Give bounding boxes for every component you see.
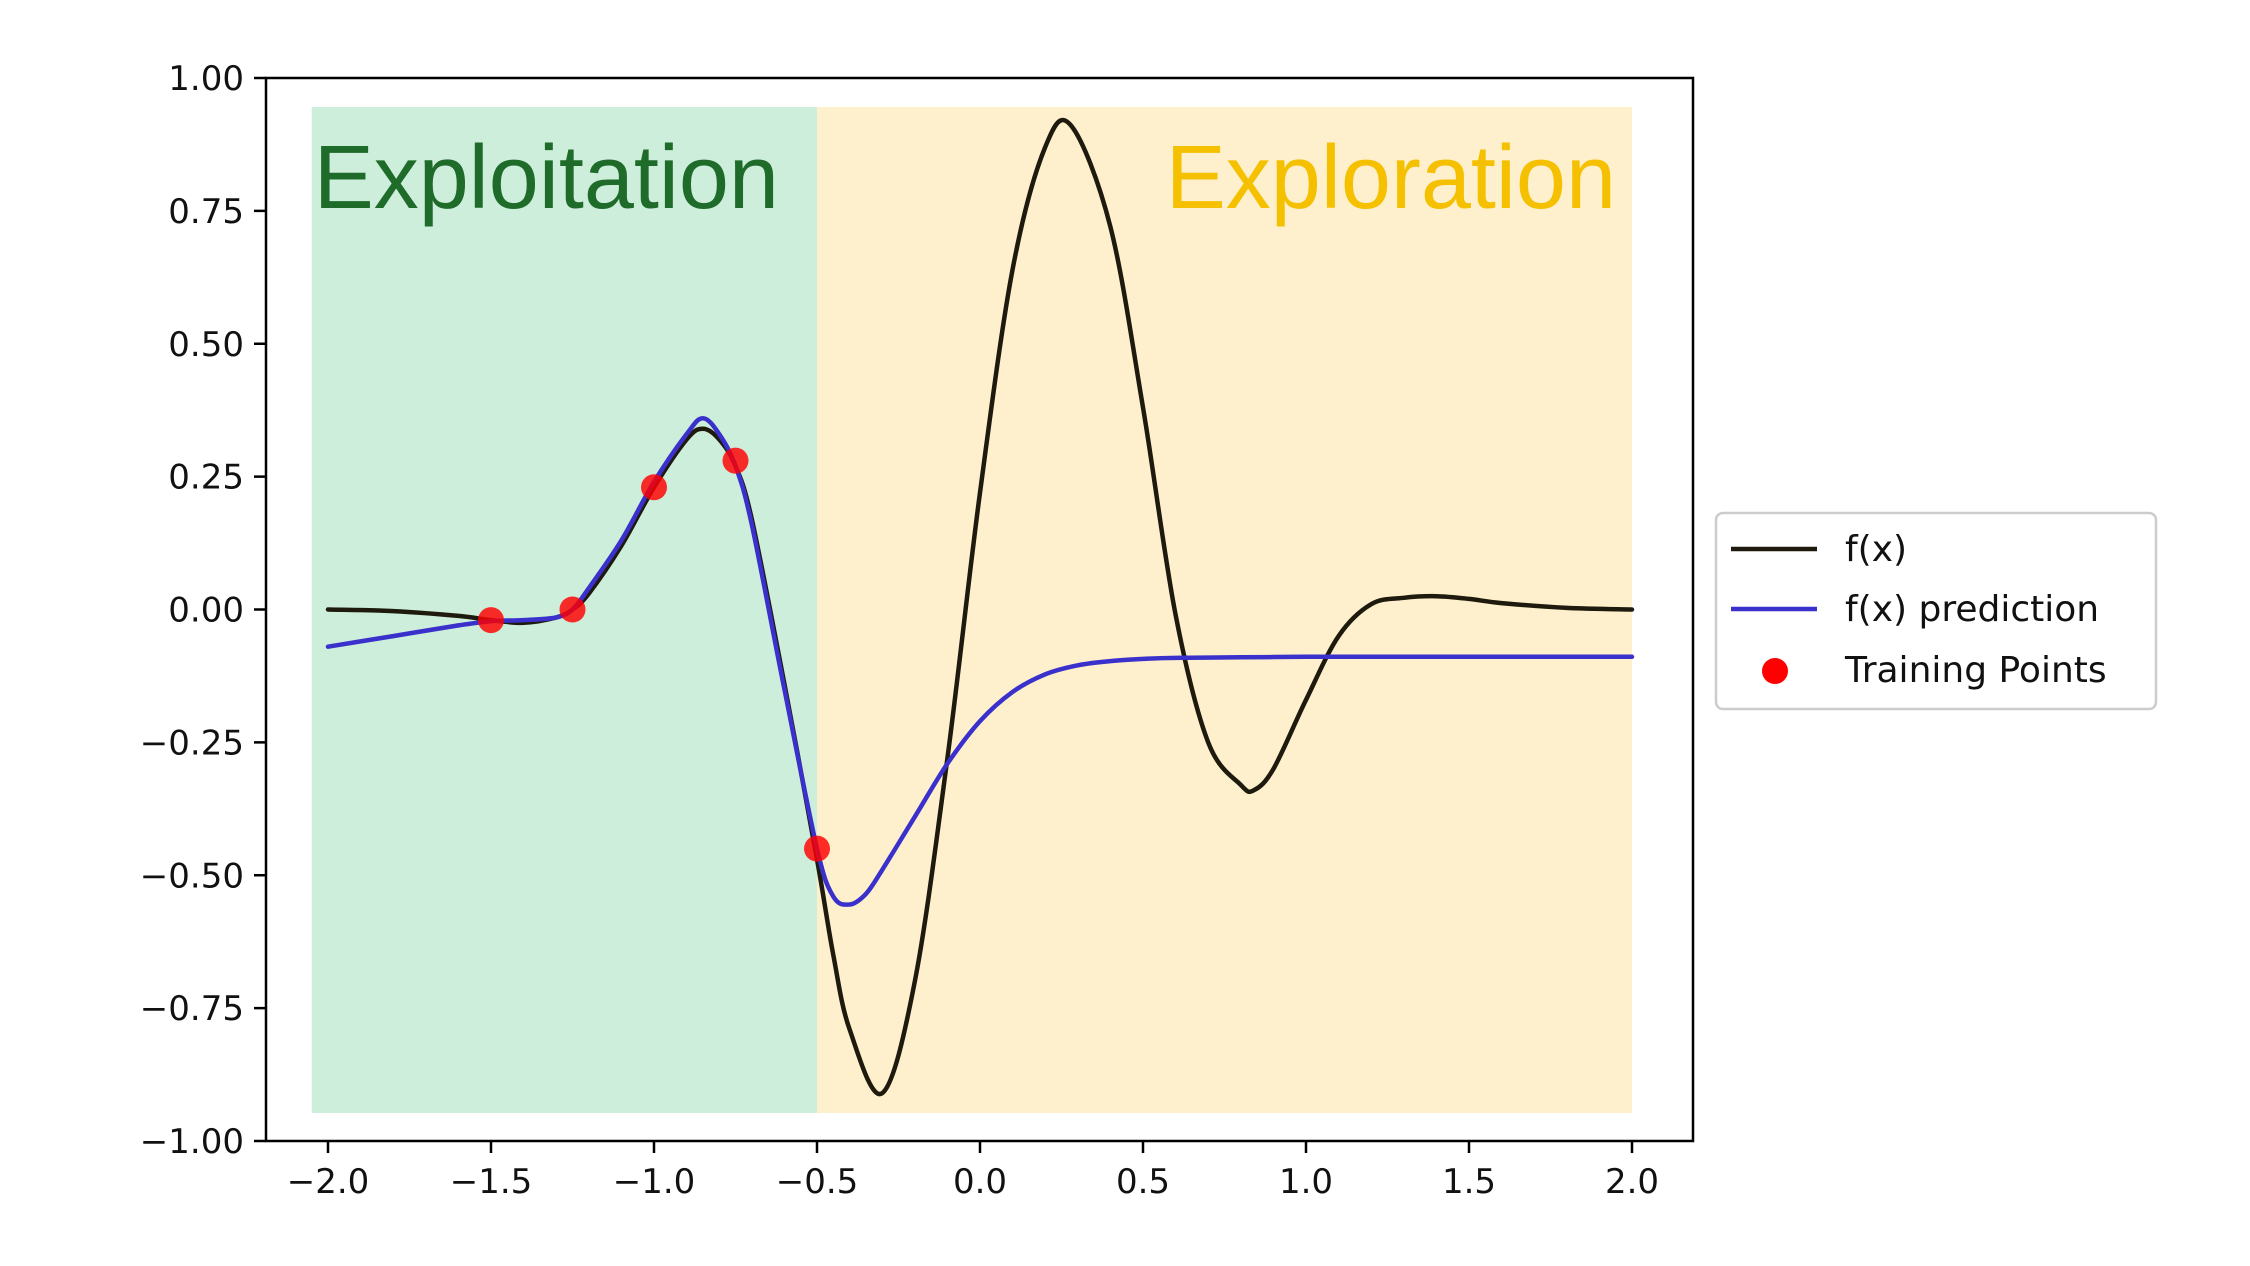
region-exploration-background (817, 107, 1632, 1113)
series-line-f-x- (325, 117, 1635, 1097)
x-tick-label: 0.5 (1116, 1162, 1170, 1202)
y-tick-label: −1.00 (140, 1122, 244, 1162)
legend-label: f(x) (1845, 529, 1907, 570)
y-tick-label: 0.25 (168, 458, 244, 498)
training-points-layer (478, 447, 830, 862)
x-tick-label: 2.0 (1605, 1162, 1659, 1202)
region-exploitation-label: Exploitation (314, 128, 779, 228)
training-point (804, 835, 830, 862)
region-layer: Exploitation Exploration (311, 107, 1632, 1113)
x-tick-label: 1.5 (1442, 1162, 1496, 1202)
x-tick-label: −1.5 (450, 1162, 533, 1202)
x-tick-label: 1.0 (1279, 1162, 1333, 1202)
training-point (722, 447, 749, 474)
x-tick-label: −1.0 (613, 1162, 696, 1202)
y-tick-label: 0.00 (168, 591, 244, 631)
legend-box (1714, 511, 2158, 711)
legend-label: f(x) prediction (1845, 589, 2099, 630)
legend-swatch-point (1762, 658, 1788, 684)
y-tick-label: 0.75 (168, 192, 244, 232)
y-tick-label: −0.50 (140, 856, 244, 896)
x-tick-label: −0.5 (776, 1162, 859, 1202)
axes-layer: −2.0 −1.5 −1.0 −0.5 0.0 0.5 1.0 1.5 2.0 1.00 0.75 0… (140, 59, 1659, 1202)
training-point (478, 607, 504, 634)
legend: f(x) f(x) prediction Training Points (1714, 511, 2158, 711)
y-tick-label: −0.75 (140, 989, 244, 1029)
legend-label: Training Points (1844, 650, 2107, 691)
training-point (641, 474, 667, 501)
x-tick-label: −2.0 (287, 1162, 370, 1202)
training-point (559, 596, 586, 623)
region-exploration-label: Exploration (1166, 128, 1616, 228)
x-tick-label: 0.0 (953, 1162, 1007, 1202)
y-tick-label: 1.00 (168, 59, 244, 99)
y-tick-label: −0.25 (140, 723, 244, 763)
y-tick-label: 0.50 (168, 325, 244, 365)
